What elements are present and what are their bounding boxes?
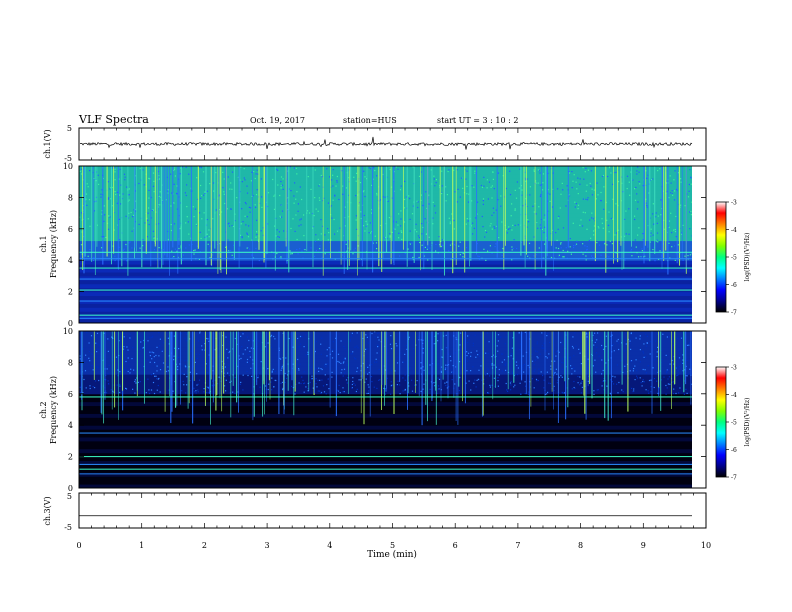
xtick-label: 8 [578, 541, 583, 550]
panel-ch1-spectrogram: 0 2 4 6 8 10 ch.1 Frequency (kHz) [39, 162, 707, 328]
xtick-label: 4 [327, 541, 332, 550]
colorbar-ch2-ticks: -3 -4 -5 -6 -7 [726, 365, 737, 482]
colorbar-tick-label: -4 [731, 227, 737, 234]
colorbar-ch1-ticks: -3 -4 -5 -6 -7 [726, 200, 737, 317]
ytick-label: 0 [68, 484, 73, 493]
xtick-label: 0 [76, 541, 81, 550]
colorbar-ch1-gradient [715, 201, 727, 313]
ytick-label: 6 [68, 390, 73, 399]
colorbar-tick-label: -5 [731, 420, 737, 427]
colorbar-tick-label: -4 [731, 392, 737, 399]
station-label: station=HUS [343, 116, 397, 125]
ch3-ytick-bottom: -5 [64, 523, 72, 532]
ch2-spectrogram-ylabel-freq: Frequency (kHz) [49, 376, 58, 444]
ytick-label: 4 [68, 421, 73, 430]
panel-ch2-spectrogram: 0 2 4 6 8 10 ch.2 Frequency (kHz) [39, 327, 707, 493]
ch3-waveform-ticks [78, 493, 707, 528]
colorbar-tick-label: -7 [731, 475, 737, 482]
xtick-label: 6 [453, 541, 458, 550]
ch3-waveform-frame [78, 492, 707, 529]
ch1-ytick-bottom: -5 [64, 154, 72, 163]
figure-title: VLF Spectra [78, 113, 149, 126]
xtick-label: 9 [641, 541, 646, 550]
colorbar-tick-label: -5 [731, 255, 737, 262]
ytick-label: 10 [63, 162, 73, 171]
colorbar-tick-label: -3 [731, 200, 737, 207]
ytick-label: 2 [68, 453, 73, 462]
colorbar-tick-label: -3 [731, 365, 737, 372]
ch1-waveform-ylabel: ch.1(V) [43, 129, 52, 158]
ch2-spectrogram-frame [78, 330, 707, 489]
colorbar-tick-label: -6 [731, 282, 737, 289]
colorbar-ch2-label: log(PSD)(V²/Hz) [744, 398, 751, 447]
ch1-spectrogram-yticks: 0 2 4 6 8 10 [63, 162, 706, 328]
colorbar-tick-label: -7 [731, 310, 737, 317]
panel-ch3-waveform: 5 -5 ch.3(V) [43, 492, 707, 532]
xtick-label: 2 [202, 541, 207, 550]
date-label: Oct. 19, 2017 [250, 116, 305, 125]
ch1-waveform-trace [80, 136, 693, 150]
x-axis-ticks: 0 1 2 3 4 5 6 7 8 9 10 [76, 541, 711, 550]
ch1-spectrogram-ylabel-freq: Frequency (kHz) [49, 210, 58, 278]
ytick-label: 0 [68, 319, 73, 328]
xtick-label: 5 [390, 541, 395, 550]
ch1-spectrogram-ylabel-ch: ch.1 [39, 235, 48, 252]
ytick-label: 2 [68, 288, 73, 297]
ch2-spectrogram-image [79, 331, 706, 489]
xtick-label: 1 [139, 541, 144, 550]
ch1-spectrogram-frame [78, 165, 707, 324]
ytick-label: 8 [68, 358, 73, 367]
ytick-label: 6 [68, 225, 73, 234]
x-axis-label: Time (min) [367, 549, 417, 560]
ytick-label: 10 [63, 327, 73, 336]
colorbar-ch2: -3 -4 -5 -6 -7 log(PSD)(V²/Hz) [715, 365, 751, 482]
ytick-label: 8 [68, 193, 73, 202]
ch1-spectrogram-image [79, 166, 706, 324]
xtick-label: 10 [701, 541, 711, 550]
ch2-spectrogram-ylabel-ch: ch.2 [39, 401, 48, 418]
colorbar-ch2-gradient [715, 366, 727, 478]
colorbar-ch1-label: log(PSD)(V²/Hz) [744, 233, 751, 282]
colorbar-tick-label: -6 [731, 447, 737, 454]
colorbar-ch1: -3 -4 -5 -6 -7 log(PSD)(V²/Hz) [715, 200, 751, 317]
ytick-label: 4 [68, 256, 73, 265]
ch3-waveform-ylabel: ch.3(V) [43, 496, 52, 525]
ch1-ytick-top: 5 [67, 124, 72, 133]
ch3-ytick-top: 5 [67, 492, 72, 501]
ch2-spectrogram-yticks: 0 2 4 6 8 10 [63, 327, 706, 493]
start-time-label: start UT = 3 : 10 : 2 [437, 116, 518, 125]
ch1-waveform-ticks [78, 128, 707, 160]
xtick-label: 3 [265, 541, 270, 550]
panel-ch1-waveform: 5 -5 ch.1(V) [43, 124, 707, 163]
xtick-label: 7 [515, 541, 520, 550]
